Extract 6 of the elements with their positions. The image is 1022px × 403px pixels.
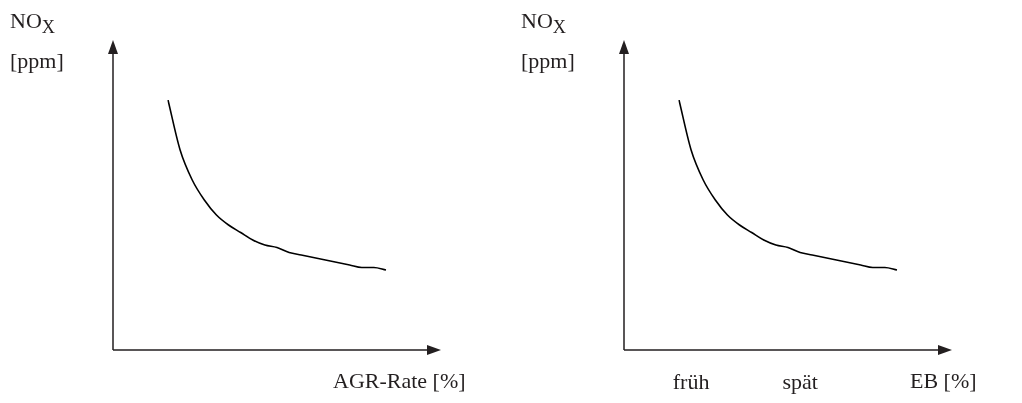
x-axis-title: EB [%]: [910, 368, 977, 394]
y-axis-title: NO$_{X}$ [ppm]: [521, 7, 576, 76]
x-tick-label: früh: [672, 368, 710, 394]
x-axis-title: AGR-Rate [%]: [333, 368, 466, 394]
y-axis-title: NO$_{X}$ [ppm]: [10, 7, 65, 76]
x-tick-label: spät: [782, 368, 818, 394]
